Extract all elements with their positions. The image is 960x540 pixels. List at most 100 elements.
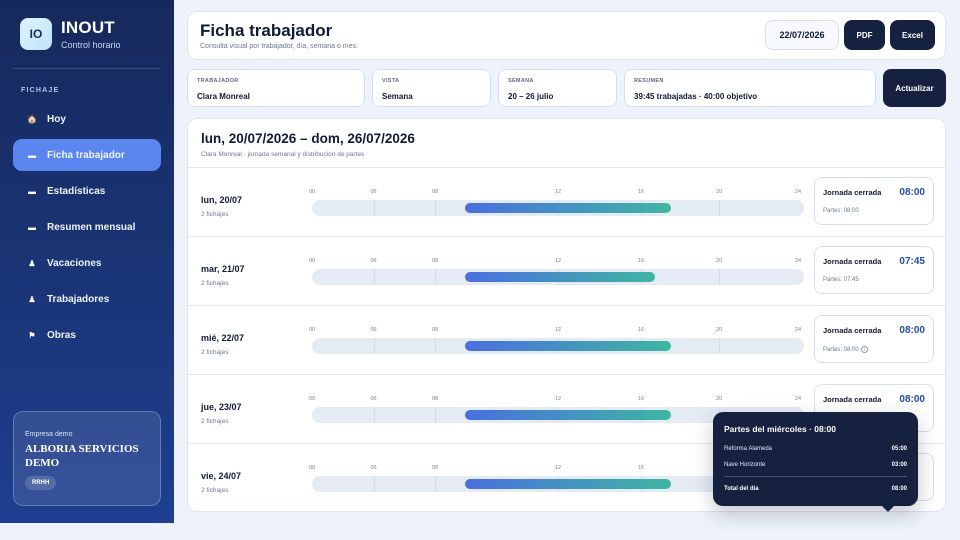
export-excel-button[interactable]: Excel [890,20,935,50]
hour-tick-label: 00 [308,465,316,471]
date-picker[interactable]: 22/07/2026 [765,20,839,50]
page-title: Ficha trabajador [200,21,333,40]
summary-box: RESUMEN 39:45 trabajadas · 40:00 objetiv… [624,69,876,107]
sidebar-item-vacaciones[interactable]: ♟ Vacaciones [13,247,161,279]
tooltip-row: Nave Horizonte 03:00 [724,462,907,468]
hour-tick-label: 16 [637,465,645,471]
app-name: INOUT [61,17,115,37]
day-status: Jornada cerrada [823,395,882,404]
sidebar-item-label: Resumen mensual [47,221,136,233]
day-row: lun, 20/07 2 fichajes 00 06 08 12 16 20 24 Jornad… [188,167,945,236]
tooltip-divider [724,476,907,477]
tooltip-row-value: 05:00 [891,446,907,452]
hour-tick-label: 00 [308,189,316,195]
timeline-track[interactable] [312,269,804,285]
timeline-track[interactable] [312,338,804,354]
tooltip-total-value: 08:00 [891,486,907,492]
sidebar-item-label: Estadísticas [47,185,106,197]
day-parts: Partes: 07:45 [823,277,859,283]
export-pdf-button[interactable]: PDF [844,20,885,50]
hour-tick-label: 12 [554,327,562,333]
sidebar-item-label: Trabajadores [47,293,110,305]
sidebar-item-ficha-trabajador[interactable]: ▬ Ficha trabajador [13,139,161,171]
day-name: jue, 23/07 [201,402,242,412]
day-status: Jornada cerrada [823,257,882,266]
hour-tick-label: 00 [308,396,316,402]
hour-tick-label: 08 [431,189,439,195]
sidebar-item-label: Hoy [47,113,66,125]
hour-tick-label: 06 [370,465,377,471]
timeline-gridline [719,200,720,216]
timeline-gridline [373,200,375,216]
day-count: 2 fichajes [201,418,229,425]
tooltip-title: Partes del miércoles · 08:00 [724,424,836,434]
tooltip-row-name: Reforma Alameda [724,446,773,452]
sidebar-section-label: FICHAJE [21,87,60,94]
worker-select[interactable]: TRABAJADOR Clara Monreal [187,69,365,107]
timeline-track[interactable] [312,200,804,216]
brand: IO INOUT Control horario [20,18,121,50]
hour-tick-label: 08 [431,465,439,471]
tooltip-total-label: Total del día [724,486,759,492]
person-icon: ♟ [28,294,36,304]
info-icon[interactable]: i [860,346,868,353]
timeline-gridline [719,338,720,354]
hour-tick-label: 20 [715,258,723,264]
worked-time-bar[interactable] [465,341,671,351]
worked-time-bar[interactable] [465,479,671,489]
hour-ticks: 00 06 08 12 16 20 24 [308,258,804,266]
view-select[interactable]: VISTA Semana [372,69,491,107]
flag-icon: ⚑ [28,330,36,340]
day-parts-text: Partes: 08:00 [823,208,859,214]
sidebar-item-hoy[interactable]: 🏠 Hoy [13,103,161,135]
hour-tick-label: 20 [715,189,723,195]
sidebar-item-resumen-mensual[interactable]: ▬ Resumen mensual [13,211,161,243]
day-status-card[interactable]: Jornada cerrada 08:00 Partes: 08:00 i [814,315,934,363]
summary-icon: ▬ [28,222,36,232]
day-hours: 08:00 [899,394,925,405]
day-status-card[interactable]: Jornada cerrada 08:00 Partes: 08:00 [814,177,934,225]
update-button[interactable]: Actualizar [883,69,946,107]
worked-time-bar[interactable] [465,272,656,282]
app-logo: IO [20,18,52,50]
day-parts-text: Partes: 08:00 [823,346,859,353]
hour-ticks: 00 06 08 12 16 20 24 [308,189,804,197]
timeline-gridline [373,338,375,354]
hour-tick-label: 06 [370,189,377,195]
hour-ticks: 00 06 08 12 16 20 24 [308,396,804,404]
timeline-gridline [435,407,436,423]
worker-label: TRABAJADOR [197,78,239,84]
timeline-gridline [435,200,436,216]
sidebar-item-obras[interactable]: ⚑ Obras [13,319,161,351]
day-status-card[interactable]: Jornada cerrada 07:45 Partes: 07:45 [814,246,934,294]
person-icon: ♟ [28,258,36,268]
day-hours: 07:45 [899,256,925,267]
sidebar-item-trabajadores[interactable]: ♟ Trabajadores [13,283,161,315]
day-name: vie, 24/07 [201,471,242,481]
worker-value: Clara Monreal [197,92,250,101]
sidebar-divider [13,68,161,69]
hour-tick-label: 06 [370,327,377,333]
day-count: 2 fichajes [201,280,229,287]
sidebar-item-estadisticas[interactable]: ▬ Estadísticas [13,175,161,207]
worked-time-bar[interactable] [465,203,671,213]
day-name: mié, 22/07 [201,333,245,343]
hour-ticks: 00 06 08 12 16 20 24 [309,327,804,335]
view-value: Semana [382,92,413,101]
summary-label: RESUMEN [634,78,664,84]
hour-tick-label: 12 [554,465,562,471]
view-label: VISTA [382,78,400,84]
day-row: mié, 22/07 2 fichajes 00 06 08 12 16 20 24 Jornad… [188,305,945,374]
hour-tick-label: 16 [637,396,645,402]
tooltip-row-value: 03:00 [891,462,907,468]
day-count: 2 fichajes [201,349,229,356]
tooltip-row-name: Nave Horizonte [724,462,766,468]
week-select[interactable]: SEMANA 20 – 26 julio [498,69,617,107]
app-subtitle: Control horario [61,39,121,50]
worked-time-bar[interactable] [465,410,671,420]
hour-tick-label: 06 [370,258,377,264]
hour-tick-label: 00 [308,258,316,264]
day-row: mar, 21/07 2 fichajes 00 06 08 12 16 20 24 Jornad… [188,236,945,305]
hour-tick-label: 24 [794,327,802,333]
hour-tick-label: 16 [637,258,645,264]
